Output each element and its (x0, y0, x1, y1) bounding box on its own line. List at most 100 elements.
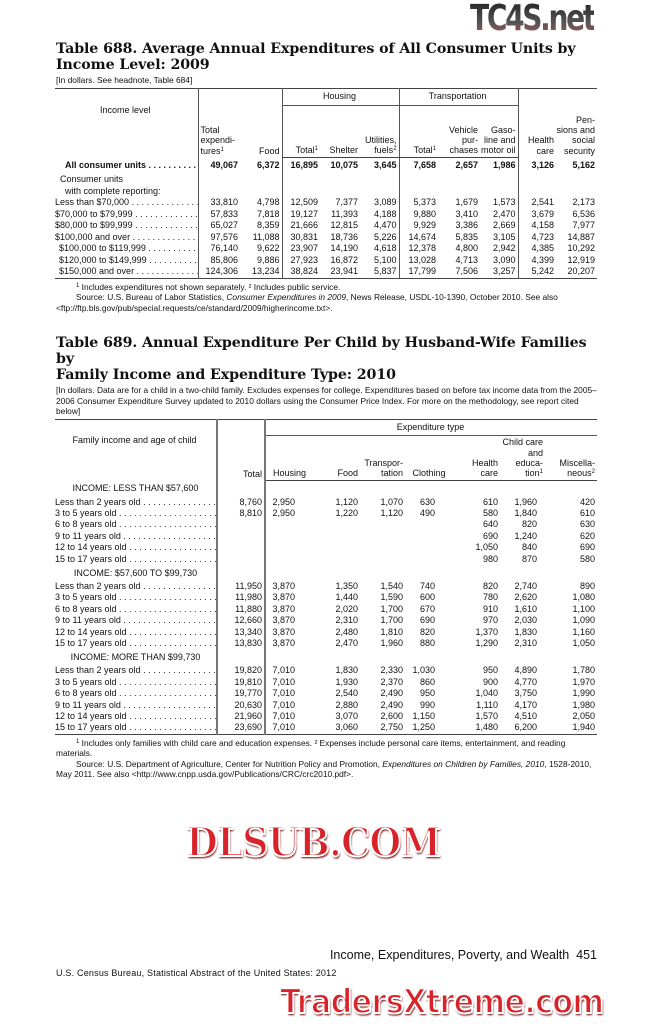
table-688-notes: 1 Includes expenditures not shown separa… (56, 281, 558, 313)
cell-value: 980 (482, 553, 498, 564)
empty-cell (398, 185, 439, 197)
cell-value: 1,350 (335, 580, 358, 591)
cell-value: 4,890 (514, 665, 537, 676)
cell-value: 1,160 (572, 626, 595, 637)
cell-value: 1,840 (514, 507, 537, 518)
table-row: 9 to 11 years old 690 1,240 620 (55, 530, 597, 543)
cell-value: 2,657 (455, 160, 479, 170)
cell-value: 13,830 (216, 637, 265, 650)
row-label: 9 to 11 years old (55, 615, 217, 626)
cell-value: 7,506 (455, 266, 479, 276)
col-housing-total: Total1 (281, 105, 320, 158)
cell-value: 8,359 (256, 220, 280, 230)
cell-value: 3,870 (264, 580, 315, 593)
cell-value: 1,050 (475, 542, 498, 553)
cell-value: 57,833 (197, 208, 240, 220)
row-label: $70,000 to $79,999 (55, 209, 198, 221)
col-housing: Housing (264, 435, 315, 481)
cell-value: 630 (419, 496, 435, 507)
cell-value: 820 (419, 626, 435, 637)
cell-value: 950 (482, 665, 498, 676)
cell-value (216, 553, 265, 565)
cell-value: 2,020 (335, 603, 358, 614)
cell-value: 1,040 (475, 688, 498, 699)
cell-value: 2,470 (493, 208, 516, 219)
cell-value: 7,010 (264, 688, 315, 700)
empty-cell (360, 649, 405, 665)
empty-cell (405, 565, 455, 581)
cell-value: 4,385 (517, 243, 557, 255)
cell-value: 3,386 (455, 220, 479, 230)
cell-value: 7,658 (398, 157, 439, 172)
cell-value: 1,220 (335, 507, 358, 518)
row-label: 6 to 8 years old (55, 688, 217, 699)
cell-value: 1,480 (475, 722, 498, 733)
cell-value: 12,815 (330, 220, 358, 230)
cell-value: 3,060 (335, 722, 358, 733)
table-688-title: Table 688. Average Annual Expenditures o… (56, 41, 576, 73)
cell-value: 2,620 (514, 592, 537, 603)
cell-value: 1,240 (514, 530, 537, 541)
empty-cell (500, 565, 545, 581)
cell-value: 5,835 (455, 231, 479, 242)
cell-value: 12,919 (567, 254, 596, 265)
cell-value: 3,750 (514, 688, 537, 699)
empty-cell (240, 172, 282, 186)
cell-value: 14,674 (398, 231, 439, 243)
cell-value: 17,799 (398, 266, 439, 278)
cell-value: 2,330 (380, 665, 403, 676)
col-income-level: Income level (99, 105, 151, 116)
cell-value: 16,872 (330, 254, 358, 265)
cell-value (264, 519, 315, 531)
table-688: Income level Total expendi- tures1 Food … (55, 88, 598, 279)
cell-value (360, 531, 405, 542)
empty-cell (360, 186, 399, 198)
cell-value: 2,540 (335, 688, 358, 699)
cell-value: 690 (579, 542, 595, 553)
empty-cell (360, 172, 399, 186)
table-688-headnote: [In dollars. See headnote, Table 684] (56, 75, 193, 85)
empty-cell (320, 186, 360, 198)
cell-value: 11,088 (252, 231, 280, 242)
cell-value (315, 519, 360, 530)
cell-value: 820 (482, 580, 498, 591)
empty-cell (455, 480, 500, 497)
cell-value: 1,090 (572, 615, 595, 626)
cell-value (405, 519, 455, 530)
cell-value: 7,010 (264, 665, 315, 677)
publisher-line: U.S. Census Bureau, Statistical Abstract… (56, 968, 337, 978)
group-expenditure-type: Expenditure type (264, 419, 597, 436)
empty-cell (281, 185, 320, 197)
cell-value: 740 (419, 580, 435, 591)
cell-value: 5,837 (374, 266, 397, 276)
cell-value: 3,870 (264, 592, 315, 604)
cell-value: 23,941 (330, 266, 358, 276)
running-head: Income, Expenditures, Poverty, and Wealt… (329, 948, 597, 962)
cell-value: 4,158 (517, 220, 557, 232)
empty-cell (264, 649, 315, 666)
cell-value: 1,780 (572, 665, 595, 676)
cell-value: 65,027 (197, 220, 240, 232)
cell-value: 630 (579, 519, 595, 530)
cell-value: 3,089 (374, 197, 397, 207)
cell-value: 840 (521, 542, 537, 553)
empty-cell (264, 564, 315, 581)
cell-value: 900 (482, 676, 498, 687)
cell-value: 3,090 (493, 254, 516, 265)
cell-value: 610 (482, 496, 498, 507)
cell-value: 2,480 (335, 626, 358, 637)
cell-value: 76,140 (197, 243, 240, 255)
cell-value: 7,010 (264, 711, 315, 723)
empty-cell (556, 172, 597, 186)
cell-value: 640 (482, 519, 498, 530)
row-label: 6 to 8 years old (55, 604, 217, 615)
row-label: All consumer units (55, 157, 198, 172)
cell-value: 910 (482, 603, 498, 614)
